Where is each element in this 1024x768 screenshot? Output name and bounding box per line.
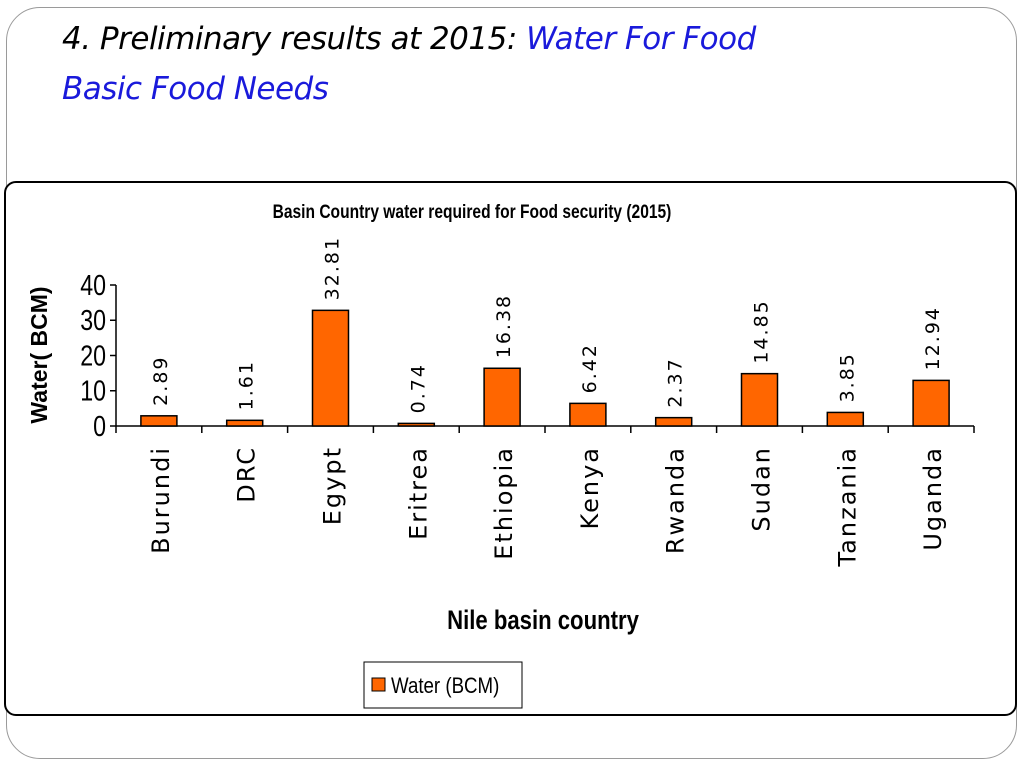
data-label: 14.85 bbox=[751, 299, 773, 363]
title-prefix: 4. Preliminary results at 2015: bbox=[62, 21, 527, 57]
slide-title: 4. Preliminary results at 2015: Water Fo… bbox=[62, 14, 962, 114]
bar-uganda bbox=[912, 379, 950, 427]
data-label: 3.85 bbox=[836, 352, 858, 402]
bar-rwanda bbox=[654, 416, 693, 427]
data-label: 12.94 bbox=[922, 306, 944, 370]
category-label: Rwanda bbox=[662, 446, 690, 554]
bar-sudan bbox=[740, 372, 779, 427]
bar-chart: Basin Country water required for Food se… bbox=[26, 201, 975, 709]
category-label: Sudan bbox=[748, 446, 776, 532]
data-label: 2.89 bbox=[150, 356, 172, 406]
chart-panel: Basin Country water required for Food se… bbox=[4, 181, 1017, 716]
category-label: Eritrea bbox=[404, 446, 432, 540]
bar-eritrea bbox=[397, 422, 436, 427]
category-label: Kenya bbox=[576, 446, 604, 529]
data-label: 16.38 bbox=[493, 294, 515, 358]
data-label: 0.74 bbox=[407, 363, 429, 413]
legend-label: Water (BCM) bbox=[391, 675, 499, 699]
x-axis-title: Nile basin country bbox=[447, 606, 639, 636]
chart-title: Basin Country water required for Food se… bbox=[273, 201, 672, 223]
y-tick-label: 0 bbox=[93, 409, 106, 442]
bar-drc bbox=[225, 419, 264, 427]
y-tick-label: 40 bbox=[80, 268, 106, 301]
legend-swatch bbox=[371, 677, 386, 692]
category-label: Tanzania bbox=[833, 446, 861, 568]
category-label: Ethiopia bbox=[490, 446, 518, 560]
bar-ethiopia bbox=[483, 367, 521, 427]
chart-legend: Water (BCM) bbox=[363, 661, 523, 709]
data-label: 2.37 bbox=[665, 357, 687, 407]
category-label: Uganda bbox=[919, 446, 947, 551]
bar-egypt bbox=[311, 309, 350, 427]
data-label: 32.81 bbox=[322, 236, 344, 300]
data-label: 1.61 bbox=[236, 360, 258, 410]
y-tick-label: 10 bbox=[80, 374, 106, 407]
y-tick-label: 20 bbox=[80, 339, 106, 372]
legend-box bbox=[363, 661, 523, 709]
bar-tanzania bbox=[826, 411, 865, 427]
category-label: DRC bbox=[233, 446, 261, 503]
y-tick-label: 30 bbox=[80, 304, 106, 337]
category-label: Egypt bbox=[319, 446, 347, 525]
title-highlight-line2: Basic Food Needs bbox=[62, 71, 329, 107]
data-label: 6.42 bbox=[579, 343, 601, 393]
y-axis-title: Water( BCM) bbox=[26, 286, 52, 423]
bar-kenya bbox=[569, 402, 607, 427]
bar-burundi bbox=[140, 415, 178, 427]
title-highlight-line1: Water For Food bbox=[526, 21, 756, 57]
category-label: Burundi bbox=[147, 446, 175, 554]
